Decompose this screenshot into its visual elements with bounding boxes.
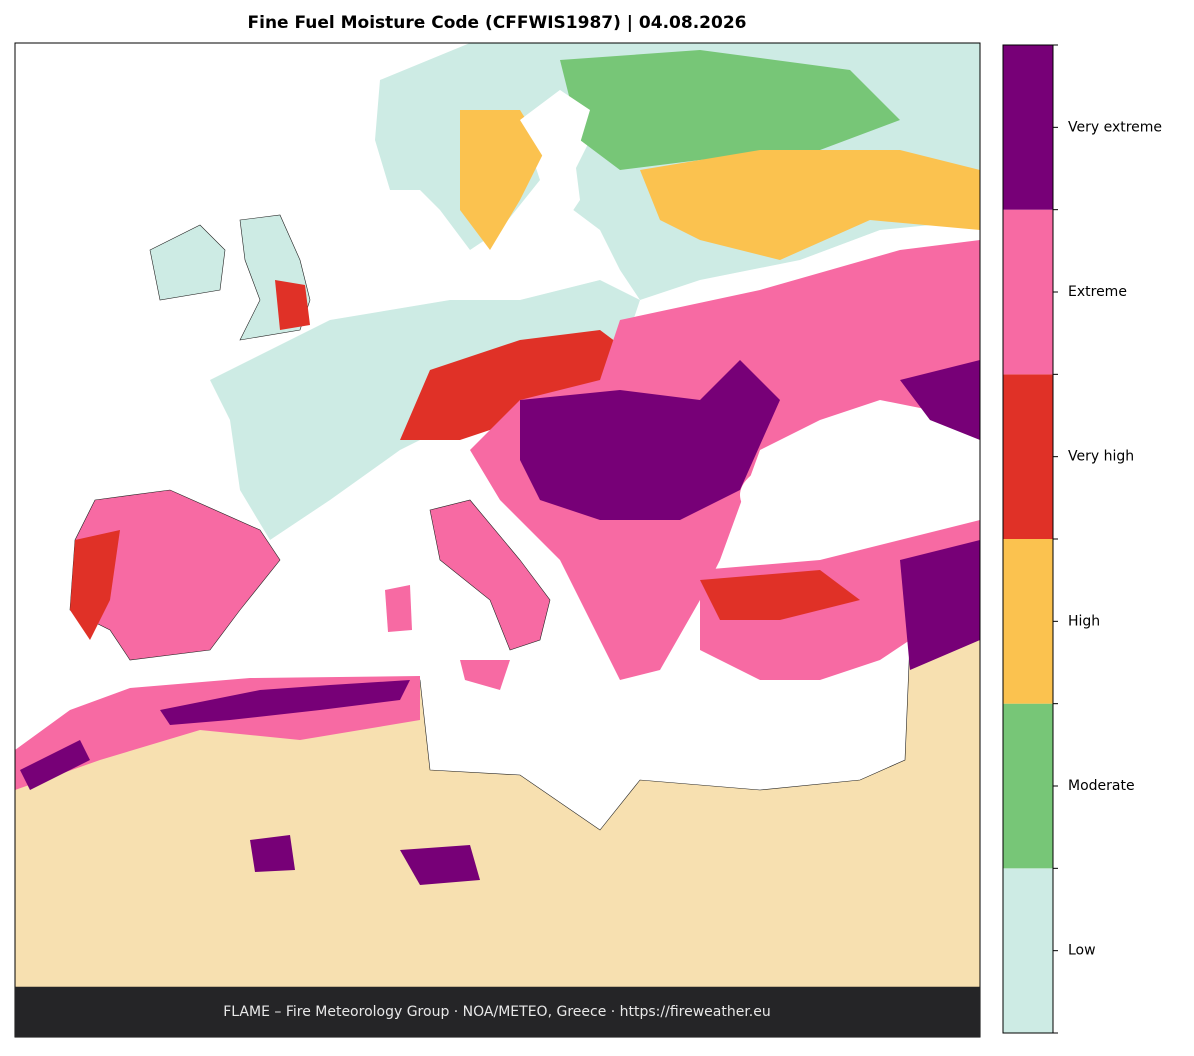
colorbar-label: Low <box>1068 943 1096 959</box>
colorbar-label: Moderate <box>1068 778 1135 794</box>
colorbar-segment <box>1003 539 1053 704</box>
colorbar-segment <box>1003 209 1053 375</box>
map-title: Fine Fuel Moisture Code (CFFWIS1987) | 0… <box>248 13 747 33</box>
colorbar: Low Moderate High Very high Extreme Very extr… <box>1002 44 1162 1034</box>
colorbar-label: Very extreme <box>1068 119 1162 135</box>
footer-text: FLAME – Fire Meteorology Group · NOA/MET… <box>223 1004 771 1020</box>
colorbar-label: Very high <box>1068 449 1134 465</box>
colorbar-frame <box>1002 44 1054 1034</box>
colorbar-label: Extreme <box>1068 284 1127 300</box>
footer-bar <box>15 987 980 1037</box>
colorbar-segment <box>1003 45 1053 210</box>
colorbar-segment <box>1003 374 1053 539</box>
colorbar-segment <box>1003 868 1053 1033</box>
colorbar-label: High <box>1068 613 1100 629</box>
map <box>15 43 980 1037</box>
colorbar-segment <box>1003 703 1053 869</box>
